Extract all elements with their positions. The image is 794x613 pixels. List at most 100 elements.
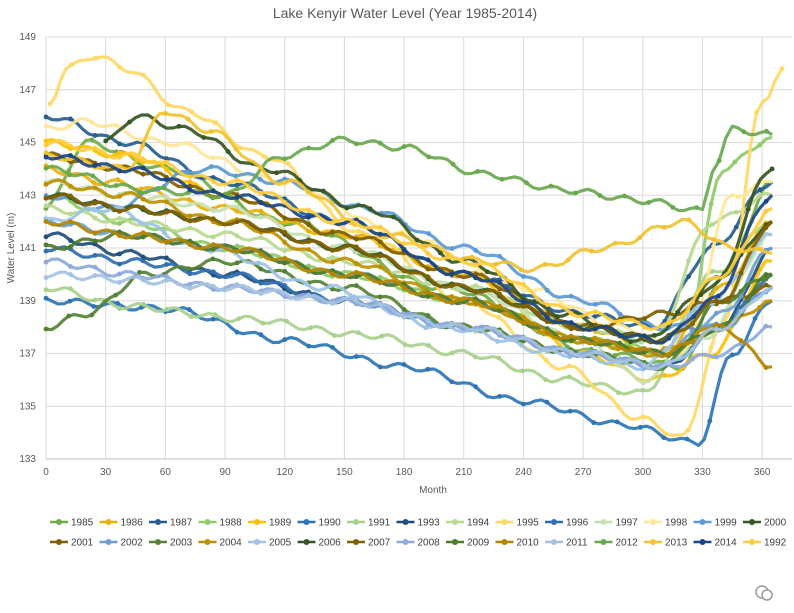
data-point <box>140 143 146 149</box>
data-point <box>715 293 721 299</box>
data-point <box>763 323 769 329</box>
legend-item-1997: 1997 <box>594 518 638 529</box>
data-point <box>164 239 169 245</box>
data-point <box>714 322 719 328</box>
data-point <box>164 306 170 312</box>
data-point <box>568 333 574 339</box>
legend-item-1995: 1995 <box>495 518 539 529</box>
data-point <box>686 258 691 264</box>
data-point <box>425 294 431 300</box>
legend-label: 1990 <box>319 518 342 529</box>
data-point <box>497 291 502 297</box>
data-point <box>308 325 313 331</box>
data-point <box>544 329 550 335</box>
data-point <box>729 352 735 358</box>
data-point <box>377 140 383 146</box>
y-tick-label: 135 <box>19 401 36 412</box>
data-point <box>187 271 193 277</box>
data-point <box>43 195 49 201</box>
data-point <box>425 366 431 372</box>
data-point <box>763 288 769 294</box>
data-point <box>117 150 122 156</box>
data-point <box>666 311 672 316</box>
data-point <box>210 216 216 222</box>
x-tick-label: 330 <box>694 467 711 478</box>
data-point <box>714 275 719 281</box>
data-point <box>237 145 243 151</box>
data-point <box>617 344 623 350</box>
data-point <box>92 238 98 244</box>
data-point <box>738 270 744 276</box>
data-point <box>66 313 72 319</box>
data-point <box>449 283 455 288</box>
data-point <box>210 256 216 262</box>
data-point <box>117 221 122 226</box>
legend-marker <box>551 539 557 545</box>
data-point <box>330 138 335 143</box>
legend-marker <box>551 519 557 525</box>
data-point <box>306 247 311 252</box>
data-point <box>690 339 695 345</box>
data-point <box>493 261 499 267</box>
data-point <box>117 233 122 238</box>
data-point <box>377 294 383 300</box>
data-point <box>68 286 73 292</box>
data-point <box>568 349 574 355</box>
data-point <box>115 177 121 183</box>
data-point <box>68 238 73 243</box>
data-point <box>69 62 75 68</box>
legend-item-2012: 2012 <box>594 538 638 549</box>
data-point <box>449 254 455 260</box>
data-point <box>43 181 49 187</box>
legend-item-1993: 1993 <box>396 518 440 529</box>
data-point <box>68 153 73 158</box>
data-point <box>164 102 170 107</box>
data-point <box>68 272 73 277</box>
data-point <box>92 163 98 168</box>
data-point <box>521 299 526 305</box>
data-point <box>186 197 192 203</box>
data-point <box>188 314 194 319</box>
data-point <box>43 287 49 293</box>
data-point <box>401 144 407 149</box>
data-point <box>449 379 455 385</box>
data-point <box>425 266 431 272</box>
data-point <box>330 259 335 265</box>
data-point <box>568 293 574 299</box>
data-point <box>617 333 623 338</box>
data-point <box>592 326 598 332</box>
data-point <box>714 354 719 360</box>
data-point <box>449 350 455 356</box>
data-point <box>473 262 479 268</box>
x-tick-label: 120 <box>276 467 293 478</box>
legend-marker <box>452 539 458 545</box>
data-point <box>117 215 122 221</box>
data-point <box>258 235 264 241</box>
data-point <box>670 204 676 210</box>
data-point <box>426 231 432 236</box>
data-point <box>662 372 668 378</box>
y-tick-label: 139 <box>19 296 36 307</box>
data-point <box>661 224 667 230</box>
data-point <box>763 198 769 204</box>
data-point <box>282 255 288 261</box>
data-point <box>212 312 218 318</box>
legend-marker <box>353 519 359 525</box>
data-point <box>115 301 121 306</box>
data-point <box>764 128 769 134</box>
data-point <box>353 261 359 266</box>
data-point <box>330 255 335 260</box>
data-point <box>495 339 500 344</box>
y-tick-label: 141 <box>19 243 36 254</box>
legend-label: 2002 <box>121 538 144 549</box>
data-point <box>93 55 99 61</box>
data-point <box>92 215 98 221</box>
data-point <box>258 190 264 196</box>
data-point <box>497 271 502 276</box>
data-point <box>330 271 335 277</box>
data-point <box>499 176 505 182</box>
x-tick-label: 270 <box>575 467 592 478</box>
x-tick-label: 150 <box>336 467 353 478</box>
data-point <box>353 298 359 303</box>
data-point <box>367 206 373 212</box>
